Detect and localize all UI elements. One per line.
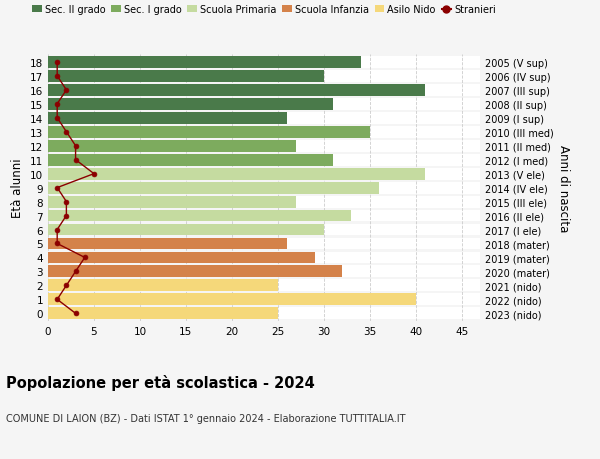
Bar	[48, 85, 480, 96]
Bar	[48, 154, 480, 166]
Bar	[48, 71, 480, 83]
Bar	[48, 238, 480, 250]
Bar	[48, 294, 480, 306]
Bar	[48, 196, 480, 208]
Bar	[48, 140, 480, 152]
Bar	[48, 85, 425, 96]
Bar	[48, 127, 480, 138]
Bar	[48, 99, 333, 111]
Bar	[48, 224, 480, 236]
Bar	[48, 210, 480, 222]
Bar	[48, 252, 314, 264]
Bar	[48, 266, 342, 278]
Y-axis label: Anni di nascita: Anni di nascita	[557, 145, 570, 232]
Bar	[48, 127, 370, 138]
Bar	[48, 57, 480, 69]
Legend: Sec. II grado, Sec. I grado, Scuola Primaria, Scuola Infanzia, Asilo Nido, Stran: Sec. II grado, Sec. I grado, Scuola Prim…	[28, 1, 500, 19]
Bar	[48, 308, 278, 319]
Bar	[48, 210, 352, 222]
Bar	[48, 112, 287, 124]
Bar	[48, 280, 480, 291]
Bar	[48, 280, 278, 291]
Y-axis label: Età alunni: Età alunni	[11, 158, 25, 218]
Bar	[48, 182, 379, 194]
Bar	[48, 140, 296, 152]
Bar	[48, 238, 287, 250]
Bar	[48, 252, 480, 264]
Bar	[48, 224, 324, 236]
Text: Popolazione per età scolastica - 2024: Popolazione per età scolastica - 2024	[6, 374, 315, 390]
Bar	[48, 308, 480, 319]
Bar	[48, 71, 324, 83]
Bar	[48, 294, 416, 306]
Bar	[48, 196, 296, 208]
Bar	[48, 266, 480, 278]
Bar	[48, 112, 480, 124]
Bar	[48, 182, 480, 194]
Bar	[48, 57, 361, 69]
Bar	[48, 168, 425, 180]
Text: COMUNE DI LAION (BZ) - Dati ISTAT 1° gennaio 2024 - Elaborazione TUTTITALIA.IT: COMUNE DI LAION (BZ) - Dati ISTAT 1° gen…	[6, 413, 406, 423]
Bar	[48, 99, 480, 111]
Bar	[48, 154, 333, 166]
Bar	[48, 168, 480, 180]
